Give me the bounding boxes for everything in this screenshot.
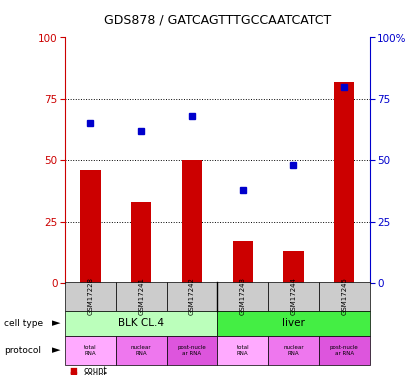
Text: BLK CL.4: BLK CL.4 — [118, 318, 164, 328]
Text: nuclear
RNA: nuclear RNA — [283, 345, 304, 356]
Text: count: count — [84, 366, 108, 375]
Text: ■: ■ — [69, 370, 77, 375]
Bar — [131, 202, 151, 283]
Text: GSM17244: GSM17244 — [291, 278, 297, 315]
Text: GSM17243: GSM17243 — [240, 278, 246, 315]
Bar — [233, 242, 253, 283]
Text: ■: ■ — [69, 366, 77, 375]
Text: protocol: protocol — [4, 346, 41, 355]
Text: GDS878 / GATCAGTTTGCCAATCATCT: GDS878 / GATCAGTTTGCCAATCATCT — [104, 13, 331, 26]
Bar — [182, 160, 202, 283]
Text: total
RNA: total RNA — [84, 345, 97, 356]
Text: GSM17228: GSM17228 — [87, 278, 94, 315]
Text: ►: ► — [52, 345, 61, 355]
Text: nuclear
RNA: nuclear RNA — [131, 345, 152, 356]
Bar — [80, 170, 101, 283]
Bar — [284, 251, 304, 283]
Text: GSM17245: GSM17245 — [341, 278, 347, 315]
Text: GSM17242: GSM17242 — [189, 278, 195, 315]
Text: count: count — [84, 370, 108, 375]
Text: post-nucle
ar RNA: post-nucle ar RNA — [330, 345, 359, 356]
Text: ►: ► — [52, 318, 61, 328]
Text: GSM17241: GSM17241 — [138, 278, 144, 315]
Text: cell type: cell type — [4, 319, 43, 328]
Text: liver: liver — [282, 318, 305, 328]
Text: post-nucle
ar RNA: post-nucle ar RNA — [178, 345, 206, 356]
Bar — [334, 82, 354, 283]
Text: total
RNA: total RNA — [236, 345, 249, 356]
